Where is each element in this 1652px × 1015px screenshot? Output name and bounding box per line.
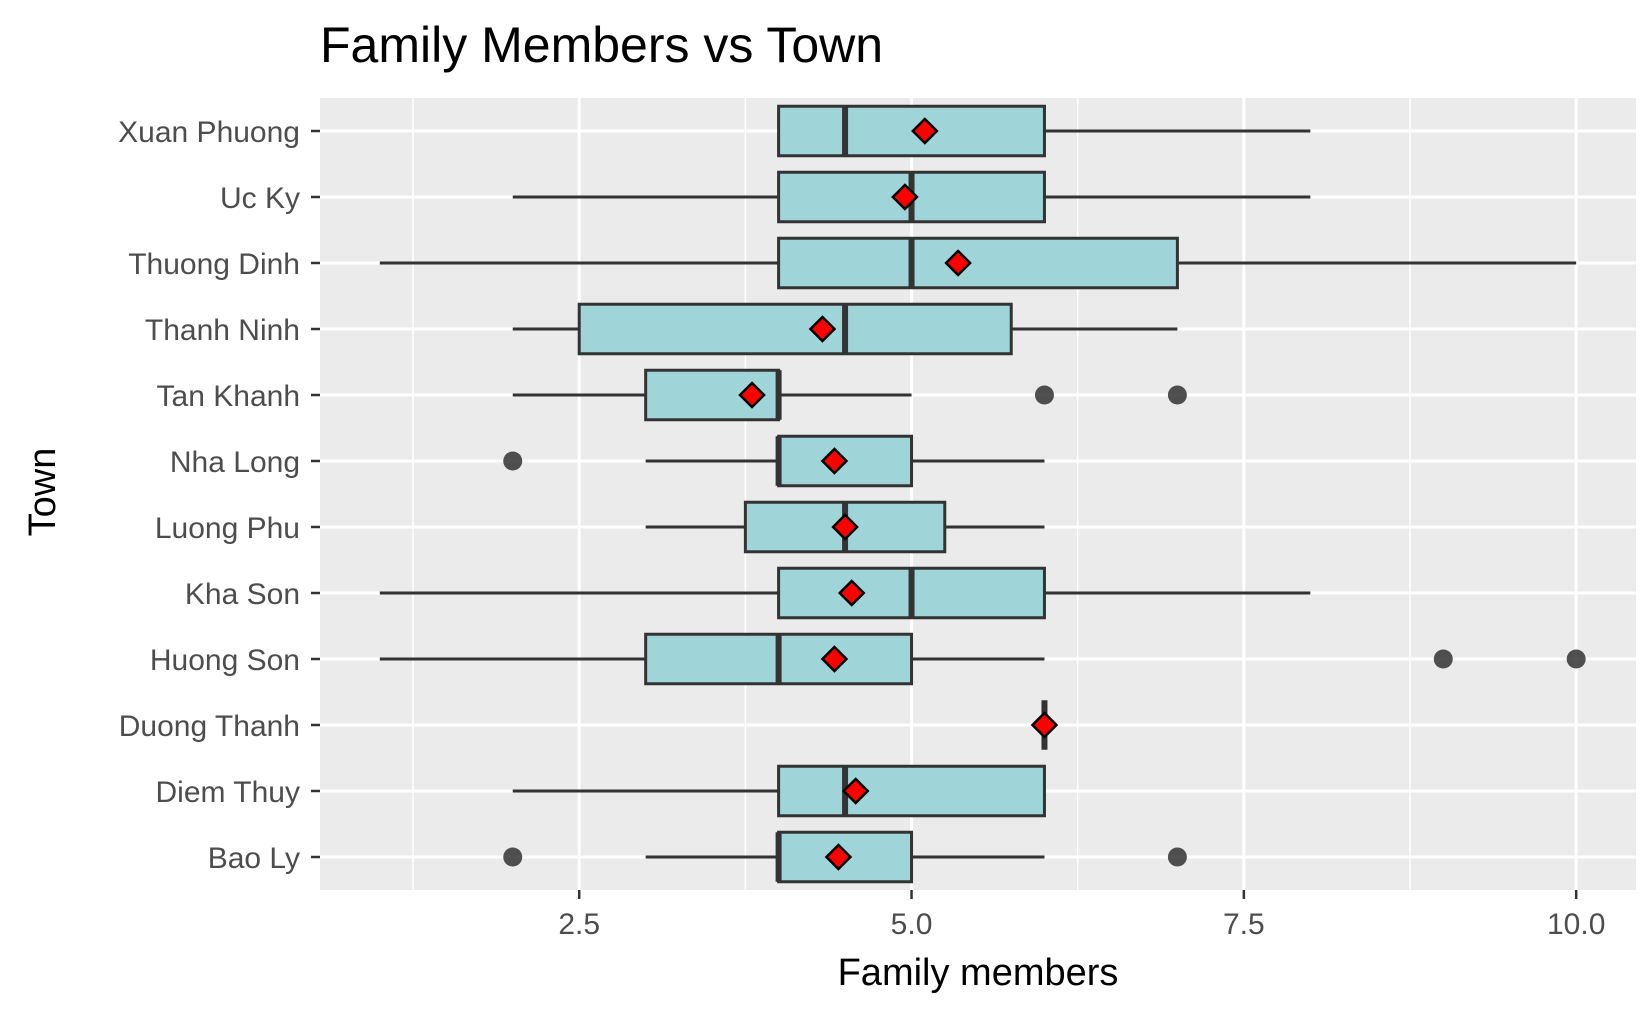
- x-tick-label: 2.5: [558, 908, 600, 941]
- y-tick-label: Thanh Ninh: [145, 314, 300, 347]
- plot-panel: [320, 98, 1636, 890]
- box-iqr: [777, 104, 1046, 158]
- box-iqr: [577, 302, 1013, 356]
- box-kha-son: [379, 566, 1311, 620]
- outlier-point: [1433, 649, 1453, 669]
- box-nha-long: [503, 434, 1045, 488]
- box-iqr: [777, 236, 1179, 290]
- mean-marker: [911, 117, 939, 145]
- y-tick-label: Nha Long: [170, 446, 300, 479]
- x-tick-label: 7.5: [1223, 908, 1265, 941]
- y-tick-label: Uc Ky: [220, 182, 300, 215]
- box-thuong-dinh: [379, 236, 1577, 290]
- box-luong-phu: [645, 500, 1045, 554]
- mean-marker: [841, 777, 870, 805]
- y-tick-label: Huong Son: [150, 644, 300, 677]
- chart-title: Family Members vs Town: [320, 17, 883, 73]
- y-tick-label: Bao Ly: [208, 842, 300, 875]
- mean-marker: [820, 645, 849, 673]
- y-tick-label: Xuan Phuong: [118, 116, 300, 149]
- y-tick-label: Tan Khanh: [157, 380, 300, 413]
- outlier-point: [1566, 649, 1586, 669]
- box-uc-ky: [512, 170, 1311, 224]
- box-huong-son: [379, 632, 1586, 686]
- outlier-point: [503, 451, 523, 471]
- box-xuan-phuong: [777, 104, 1311, 158]
- mean-marker: [837, 579, 866, 607]
- y-tick-label: Luong Phu: [155, 512, 300, 545]
- mean-marker: [944, 249, 972, 277]
- x-tick-label: 10.0: [1547, 908, 1605, 941]
- box-iqr: [777, 764, 1046, 818]
- y-tick-label: Thuong Dinh: [128, 248, 300, 281]
- mean-marker: [831, 513, 859, 541]
- box-bao-ly: [503, 830, 1187, 884]
- mean-marker: [820, 447, 849, 475]
- y-tick-label: Kha Son: [185, 578, 300, 611]
- box-diem-thuy: [512, 764, 1046, 818]
- outlier-point: [1034, 385, 1054, 405]
- x-tick-label: 5.0: [891, 908, 933, 941]
- y-tick-label: Duong Thanh: [119, 710, 300, 743]
- mean-marker: [824, 843, 853, 871]
- box-series: [379, 104, 1586, 884]
- outlier-point: [1167, 847, 1187, 867]
- mean-marker: [891, 183, 919, 211]
- mean-marker: [1030, 711, 1059, 739]
- box-duong-thanh: [1030, 700, 1059, 750]
- outlier-point: [503, 847, 523, 867]
- mean-marker: [808, 315, 837, 343]
- box-thanh-ninh: [512, 302, 1178, 356]
- x-axis-title: Family members: [838, 952, 1119, 994]
- box-tan-khanh: [512, 368, 1187, 422]
- axes: 2.5 5.0 7.5 10.0 Bao Ly Diem Thuy Duong Thanh H…: [118, 116, 1605, 941]
- mean-marker: [738, 381, 766, 409]
- y-axis-title: Town: [22, 448, 64, 537]
- y-tick-label: Diem Thuy: [156, 776, 301, 809]
- outlier-point: [1167, 385, 1187, 405]
